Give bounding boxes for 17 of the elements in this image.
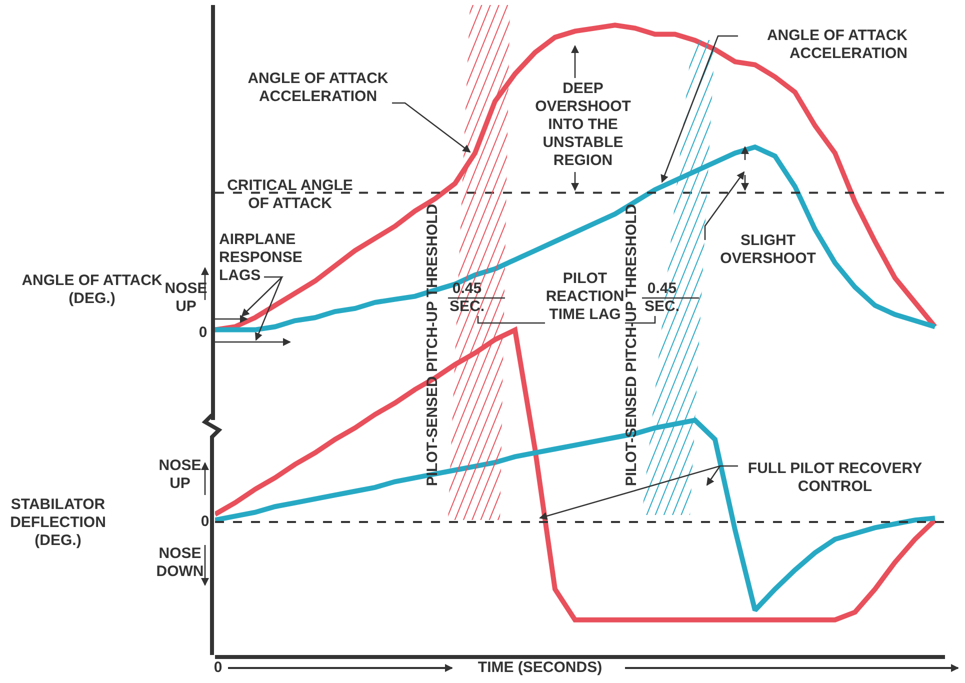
- annotation: AIRPLANE RESPONSE LAGS: [219, 231, 304, 285]
- ref-line-label: CRITICAL ANGLE OF ATTACK: [226, 177, 354, 213]
- text: 0: [200, 513, 210, 531]
- annotation: PILOT-SENSED PITCH-UP THRESHOLD: [424, 204, 442, 486]
- y-axis-title: STABILATOR DEFLECTION (DEG.): [9, 496, 107, 550]
- annotation: PILOT-SENSED PITCH-UP THRESHOLD: [623, 204, 641, 486]
- annotation: SLIGHT OVERSHOOT: [719, 232, 817, 268]
- x-axis-title: TIME (SECONDS): [478, 659, 602, 677]
- text: 0: [198, 324, 208, 342]
- y-axis-title: ANGLE OF ATTACK (DEG.): [22, 272, 162, 307]
- annotation: ANGLE OF ATTACK ACCELERATION: [766, 27, 908, 63]
- text: NOSE UP: [158, 457, 202, 493]
- text: 0: [212, 659, 224, 677]
- text: NOSE DOWN: [155, 545, 205, 581]
- annotation: ANGLE OF ATTACK ACCELERATION: [246, 70, 390, 106]
- annotation: FULL PILOT RECOVERY CONTROL: [746, 460, 924, 496]
- annotation: DEEP OVERSHOOT INTO THE UNSTABLE REGION: [534, 80, 632, 170]
